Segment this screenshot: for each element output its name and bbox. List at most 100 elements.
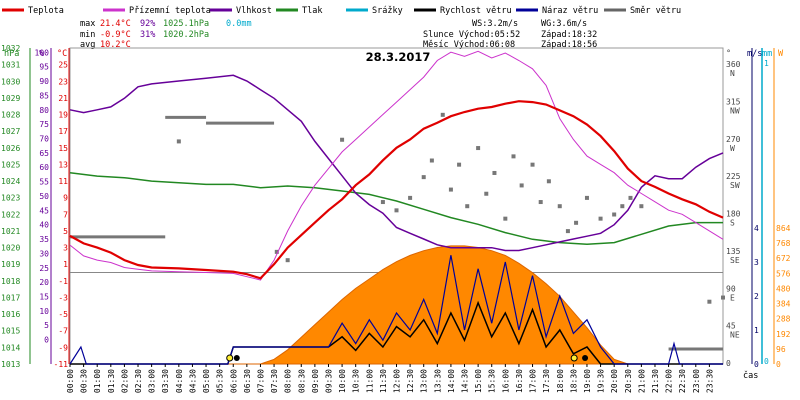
axis-tick-wm2: 480	[776, 284, 791, 293]
axis-tick-degc: 19	[58, 111, 68, 120]
avg-label: avg	[80, 40, 95, 50]
x-tick-label: 20:30	[624, 369, 633, 393]
axis-tick-deg: 45	[726, 322, 736, 331]
max-hum: 92%	[140, 19, 155, 29]
axis-tick-ms: 1	[754, 326, 759, 335]
x-tick-label: 03:30	[161, 369, 170, 393]
min-temp: -0.9°C	[100, 30, 131, 40]
series-line-n-raz-v-tru	[69, 255, 723, 365]
axis-tick-hpa: 1015	[1, 327, 20, 336]
legend-label: Rychlost větru	[440, 6, 512, 16]
axis-tick-mm: 1	[764, 59, 769, 68]
axis-tick-deg: 180	[726, 210, 741, 219]
axis-tick-hpa: 1028	[1, 111, 20, 120]
axis-tick-degc: 25	[58, 61, 68, 70]
info-moon-rise: Měsíc Východ:06:08	[423, 40, 515, 50]
min-hum: 31%	[140, 30, 155, 40]
axis-tick-hpa: 1025	[1, 160, 20, 169]
wind-direction-point	[429, 158, 434, 163]
axis-tick-ms: 0	[754, 360, 759, 369]
info-sun-rise: Slunce Východ:05:52	[423, 30, 520, 40]
wind-direction-point	[557, 204, 562, 209]
max-label: max	[80, 19, 95, 29]
x-tick-label: 16:00	[501, 369, 510, 393]
axis-tick-degc: -7	[58, 327, 68, 336]
x-tick-label: 15:00	[474, 369, 483, 393]
x-tick-label: 05:30	[216, 369, 225, 393]
x-tick-label: 21:00	[637, 369, 646, 393]
x-tick-label: 06:30	[243, 369, 252, 393]
axis-tick-wm2: 768	[776, 239, 791, 248]
legend-label: Náraz větru	[542, 6, 598, 16]
x-tick-label: 23:30	[705, 369, 714, 393]
axis-tick-degc: -1	[58, 277, 68, 286]
axis-tick-hpa: 1026	[1, 144, 20, 153]
x-axis-label: čas	[743, 370, 758, 381]
axis-tick-wm2: 672	[776, 254, 791, 263]
axis-tick-degc: 17	[58, 127, 68, 136]
x-tick-label: 13:00	[420, 369, 429, 393]
wind-direction-point	[408, 195, 413, 200]
axis-tick-degc: 21	[58, 94, 68, 103]
x-tick-label: 09:00	[311, 369, 320, 393]
axis-tick-degc: 9	[63, 194, 68, 203]
wind-direction-point	[628, 195, 633, 200]
axis-tick-hpa: 1020	[1, 244, 20, 253]
axis-tick-direction: SW	[730, 181, 740, 190]
axis-unit-deg: °	[726, 49, 731, 59]
axis-unit-hpa: hPa	[4, 49, 19, 59]
avg-temp: 10.2°C	[100, 40, 131, 50]
legend-label: Přízemní teplota	[129, 6, 211, 16]
x-tick-label: 08:30	[297, 369, 306, 393]
axis-tick-deg: 90	[726, 284, 736, 293]
x-tick-label: 19:00	[583, 369, 592, 393]
axis-unit-wm2: W	[778, 49, 784, 59]
x-tick-label: 21:30	[651, 369, 660, 393]
axis-tick-direction: E	[730, 293, 735, 302]
x-tick-label: 20:00	[610, 369, 619, 393]
axis-tick-wm2: 384	[776, 300, 791, 309]
axis-tick-pct: 60	[39, 163, 49, 172]
wind-direction-point	[511, 154, 516, 159]
axis-tick-pct: 10	[39, 307, 49, 316]
x-tick-label: 10:00	[338, 369, 347, 393]
axis-tick-wm2: 96	[776, 345, 786, 354]
axis-tick-degc: 13	[58, 160, 68, 169]
axis-tick-pct: 65	[39, 149, 49, 158]
axis-tick-degc: -9	[58, 343, 68, 352]
axis-tick-degc: 3	[63, 244, 68, 253]
axis-tick-ms: 2	[754, 292, 759, 301]
axis-tick-hpa: 1023	[1, 194, 20, 203]
series-line-rychlost-v-tru	[70, 300, 723, 365]
axis-tick-degc: 7	[63, 210, 68, 219]
legend-label: Vlhkost	[236, 6, 272, 16]
axis-tick-hpa: 1029	[1, 94, 20, 103]
axis-tick-pct: 85	[39, 91, 49, 100]
x-tick-label: 05:00	[202, 369, 211, 393]
wind-direction-point	[465, 204, 470, 209]
wind-direction-point	[538, 200, 543, 205]
x-tick-label: 03:00	[148, 369, 157, 393]
moonset-marker	[582, 355, 589, 361]
x-tick-label: 06:00	[229, 369, 238, 393]
x-tick-label: 18:00	[556, 369, 565, 393]
axis-tick-hpa: 1027	[1, 127, 20, 136]
axis-tick-direction: W	[730, 144, 735, 153]
wind-direction-point	[530, 162, 535, 167]
wind-direction-point	[598, 216, 603, 221]
x-tick-label: 12:00	[393, 369, 402, 393]
axis-tick-wm2: 288	[776, 315, 791, 324]
max-press: 1025.1hPa	[163, 19, 209, 29]
axis-tick-degc: 15	[58, 144, 68, 153]
axis-tick-hpa: 1031	[1, 61, 20, 70]
axis-tick-hpa: 1019	[1, 260, 20, 269]
info-ws: WS:3.2m/s	[472, 19, 518, 29]
series-line-vlhkost	[69, 74, 724, 252]
x-tick-label: 22:00	[665, 369, 674, 393]
axis-unit-pct: %	[39, 49, 44, 59]
axis-tick-pct: 45	[39, 206, 49, 215]
axis-tick-deg: 0	[726, 359, 731, 368]
axis-tick-hpa: 1014	[1, 343, 20, 352]
x-tick-label: 23:00	[692, 369, 701, 393]
